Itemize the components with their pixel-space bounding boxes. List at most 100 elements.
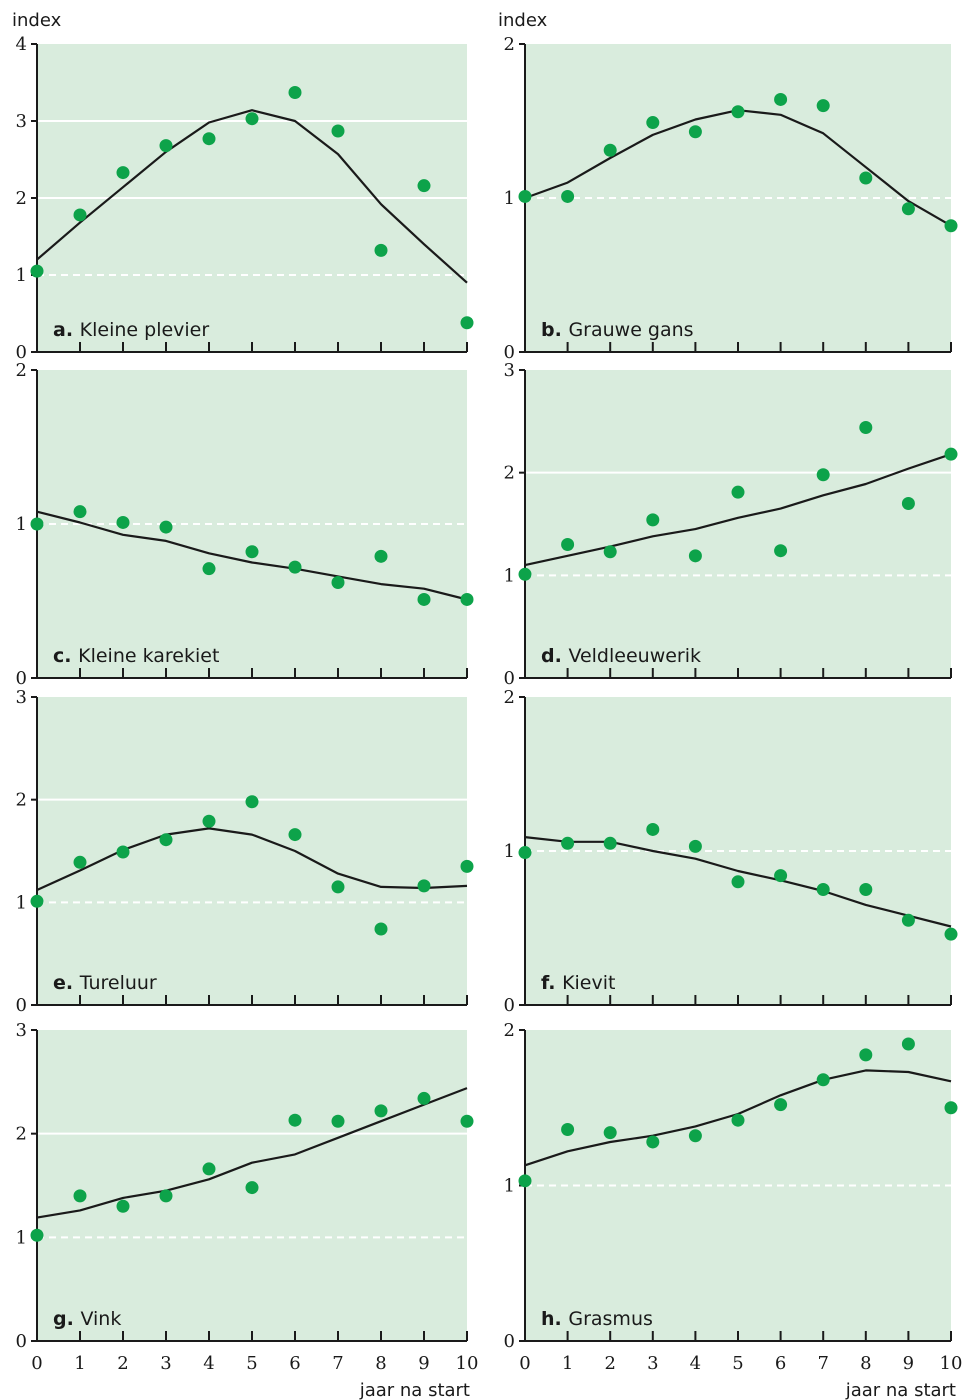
data-point <box>73 1189 87 1203</box>
y-tick-label: 1 <box>504 841 515 862</box>
data-point <box>518 846 532 860</box>
data-point <box>30 517 44 531</box>
x-tick-label: 6 <box>289 1353 300 1374</box>
data-point <box>159 139 173 153</box>
panel-title: Kleine karekiet <box>78 645 219 667</box>
y-axis-label-left: index <box>12 10 62 31</box>
x-tick-label: 7 <box>817 1353 828 1374</box>
x-tick-label: 7 <box>332 1353 343 1374</box>
panel-tureluur: 0 1 2 3 e. Tureluur <box>16 687 474 1016</box>
data-point <box>646 513 660 527</box>
data-point <box>331 124 345 138</box>
panel-title: Kleine plevier <box>80 319 210 341</box>
trend-line <box>36 109 468 284</box>
data-point <box>859 420 873 434</box>
trend-line <box>36 1087 468 1219</box>
data-point <box>816 468 830 482</box>
data-point <box>774 1098 788 1112</box>
data-point <box>944 1101 958 1115</box>
panel-label: d. Veldleeuwerik <box>541 645 701 667</box>
data-point <box>646 1135 660 1149</box>
panel-grauwe-gans: 0 1 2 b. Grauwe gans <box>504 34 958 363</box>
panel-background <box>37 697 467 1005</box>
data-point <box>603 143 617 157</box>
data-point <box>116 1199 130 1213</box>
data-point <box>688 125 702 139</box>
y-tick-label: 2 <box>16 790 27 811</box>
data-point <box>901 202 915 216</box>
data-point <box>245 112 259 126</box>
panel-title: Grasmus <box>568 1308 653 1330</box>
y-tick-label: 0 <box>504 995 515 1016</box>
data-point <box>774 869 788 883</box>
y-tick-label: 2 <box>504 687 515 708</box>
x-tick-label: 0 <box>519 1353 530 1374</box>
x-tick-label: 8 <box>860 1353 871 1374</box>
data-point <box>202 814 216 828</box>
data-point <box>561 189 575 203</box>
data-point <box>116 845 130 859</box>
data-point <box>460 316 474 330</box>
trend-line <box>524 836 952 928</box>
panel-background <box>37 370 467 678</box>
y-tick-label: 2 <box>16 188 27 209</box>
y-tick-label: 1 <box>16 265 27 286</box>
panel-grasmus: 0 1 2 0 1 2 3 4 5 6 7 8 9 10 h. Grasmus <box>504 1020 963 1374</box>
x-tick-label: 1 <box>74 1353 85 1374</box>
x-tick-label: 5 <box>246 1353 257 1374</box>
y-tick-label: 3 <box>16 111 27 132</box>
x-tick-label: 4 <box>690 1353 701 1374</box>
data-point <box>816 1073 830 1087</box>
y-tick-label: 3 <box>16 687 27 708</box>
data-point <box>202 1162 216 1176</box>
data-point <box>288 1113 302 1127</box>
data-point <box>331 576 345 590</box>
data-point <box>859 883 873 896</box>
panel-letter: h. <box>541 1308 568 1330</box>
data-point <box>816 99 830 113</box>
x-tick-label: 2 <box>604 1353 615 1374</box>
data-point <box>374 549 388 563</box>
x-tick-label: 9 <box>418 1353 429 1374</box>
data-point <box>202 132 216 146</box>
y-tick-label: 1 <box>504 188 515 209</box>
data-point <box>688 549 702 563</box>
data-point <box>774 92 788 106</box>
y-tick-label: 0 <box>16 342 27 363</box>
data-point <box>603 836 617 850</box>
data-point <box>159 1189 173 1203</box>
y-tick-label: 0 <box>16 1331 27 1352</box>
data-point <box>159 833 173 847</box>
data-point <box>774 544 788 558</box>
data-point <box>417 1091 431 1105</box>
data-point <box>603 1126 617 1140</box>
data-point <box>460 1114 474 1128</box>
x-axis-label-left: jaar na start <box>359 1380 470 1400</box>
data-point <box>646 822 660 836</box>
data-point <box>245 1181 259 1195</box>
data-point <box>288 560 302 574</box>
y-tick-label: 1 <box>16 892 27 913</box>
trend-line <box>36 827 468 892</box>
data-point <box>859 1048 873 1062</box>
y-axis-label-right: index <box>498 10 548 31</box>
y-tick-label: 1 <box>504 565 515 586</box>
data-point <box>159 520 173 534</box>
x-tick-label: 5 <box>732 1353 743 1374</box>
data-point <box>731 485 745 499</box>
y-tick-label: 4 <box>16 34 27 55</box>
panel-vink: 0 1 2 3 0 1 2 3 4 5 6 7 8 9 10 g. Vink <box>16 1020 479 1374</box>
y-tick-label: 1 <box>504 1176 515 1197</box>
y-tick-label: 2 <box>504 34 515 55</box>
panel-letter: d. <box>541 645 568 667</box>
data-point <box>116 515 130 529</box>
data-point <box>30 264 44 278</box>
panel-label: g. Vink <box>53 1308 121 1330</box>
panel-letter: c. <box>53 645 78 667</box>
data-point <box>944 927 958 941</box>
x-tick-label: 2 <box>117 1353 128 1374</box>
y-tick-label: 0 <box>504 342 515 363</box>
x-axis-label-right: jaar na start <box>845 1380 956 1400</box>
data-point <box>374 1104 388 1118</box>
